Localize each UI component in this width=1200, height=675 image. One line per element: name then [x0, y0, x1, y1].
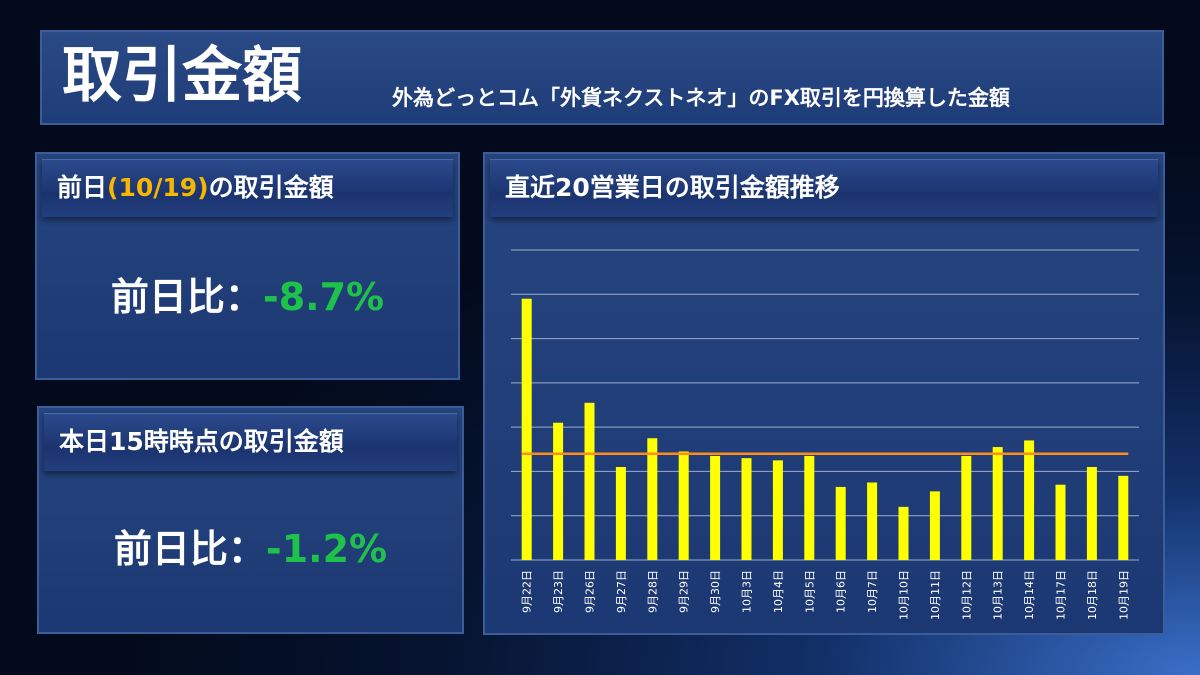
x-tick-label: 9月27日 [615, 570, 628, 613]
bar-20 [1118, 475, 1129, 560]
bar-11 [835, 486, 846, 560]
today-panel: 本日15時時点の取引金額 前日比：-1.2% [37, 406, 464, 634]
prev-day-title-suffix: の取引金額 [208, 173, 334, 202]
today-title: 本日15時時点の取引金額 [59, 427, 344, 456]
bar-7 [710, 455, 721, 560]
bar-3 [584, 402, 595, 560]
x-tick-label: 9月28日 [646, 570, 659, 613]
bar-15 [961, 455, 972, 560]
bar-10 [804, 455, 815, 560]
x-tick-label: 10月7日 [866, 570, 879, 613]
bar-4 [615, 467, 626, 560]
today-stat-label: 前日比： [113, 527, 266, 571]
bar-9 [772, 460, 783, 560]
x-tick-label: 10月4日 [772, 570, 785, 613]
chart-title: 直近20営業日の取引金額推移 [505, 173, 840, 202]
bar-8 [741, 458, 752, 560]
x-tick-label: 10月6日 [835, 570, 848, 613]
bar-16 [992, 447, 1003, 560]
x-tick-label: 10月14日 [1023, 570, 1036, 620]
bar-5 [647, 438, 658, 560]
prev-day-stat: 前日比：-8.7% [37, 274, 458, 320]
bar-18 [1055, 484, 1066, 560]
x-tick-label: 10月13日 [992, 570, 1005, 620]
bar-17 [1024, 440, 1035, 560]
prev-day-title-prefix: 前日 [57, 173, 108, 202]
bar-chart: 9月22日 9月23日 9月26日 9月27日 9月28日 9月29日 9月30日 10月3日… [511, 249, 1139, 620]
x-tick-label: 9月30日 [709, 570, 722, 613]
x-tick-label: 10月17日 [1055, 570, 1068, 620]
prev-day-title-bar: 前日(10/19)の取引金額 [42, 159, 453, 217]
bar-13 [898, 506, 909, 560]
chart-title-bar: 直近20営業日の取引金額推移 [490, 159, 1158, 217]
prev-day-title-date: (10/19) [107, 173, 209, 202]
bar-6 [678, 451, 689, 560]
bar-12 [867, 482, 878, 560]
today-stat: 前日比：-1.2% [39, 526, 462, 572]
today-stat-value: -1.2% [265, 527, 388, 571]
x-tick-label: 10月19日 [1117, 570, 1130, 620]
page-title: 取引金額 [62, 41, 302, 111]
x-tick-label: 10月12日 [960, 570, 973, 620]
header-banner: 取引金額 外為どっとコム「外貨ネクストネオ」のFX取引を円換算した金額 [40, 30, 1164, 125]
bar-1 [521, 298, 532, 560]
x-tick-label: 9月29日 [678, 570, 691, 613]
x-tick-label: 10月5日 [803, 570, 816, 613]
x-tick-label: 10月18日 [1086, 570, 1099, 620]
page-subtitle: 外為どっとコム「外貨ネクストネオ」のFX取引を円換算した金額 [392, 86, 1010, 110]
bar-14 [929, 491, 940, 560]
x-tick-label: 9月23日 [552, 570, 565, 613]
x-tick-label: 10月11日 [929, 570, 942, 620]
today-title-bar: 本日15時時点の取引金額 [44, 413, 457, 471]
x-tick-label: 10月3日 [741, 570, 754, 613]
prev-day-title: 前日(10/19)の取引金額 [57, 172, 334, 204]
bar-19 [1086, 467, 1097, 560]
x-tick-label: 9月26日 [584, 570, 597, 613]
bar-2 [553, 422, 564, 560]
x-tick-label: 9月22日 [521, 570, 534, 613]
prev-day-stat-label: 前日比： [110, 275, 263, 319]
x-tick-label: 10月10日 [898, 570, 911, 620]
prev-day-panel: 前日(10/19)の取引金額 前日比：-8.7% [35, 152, 460, 380]
prev-day-stat-value: -8.7% [262, 275, 385, 319]
chart-panel: 直近20営業日の取引金額推移 9月22日 9月23日 9月26日 9月27日 9月28日… [483, 152, 1165, 635]
